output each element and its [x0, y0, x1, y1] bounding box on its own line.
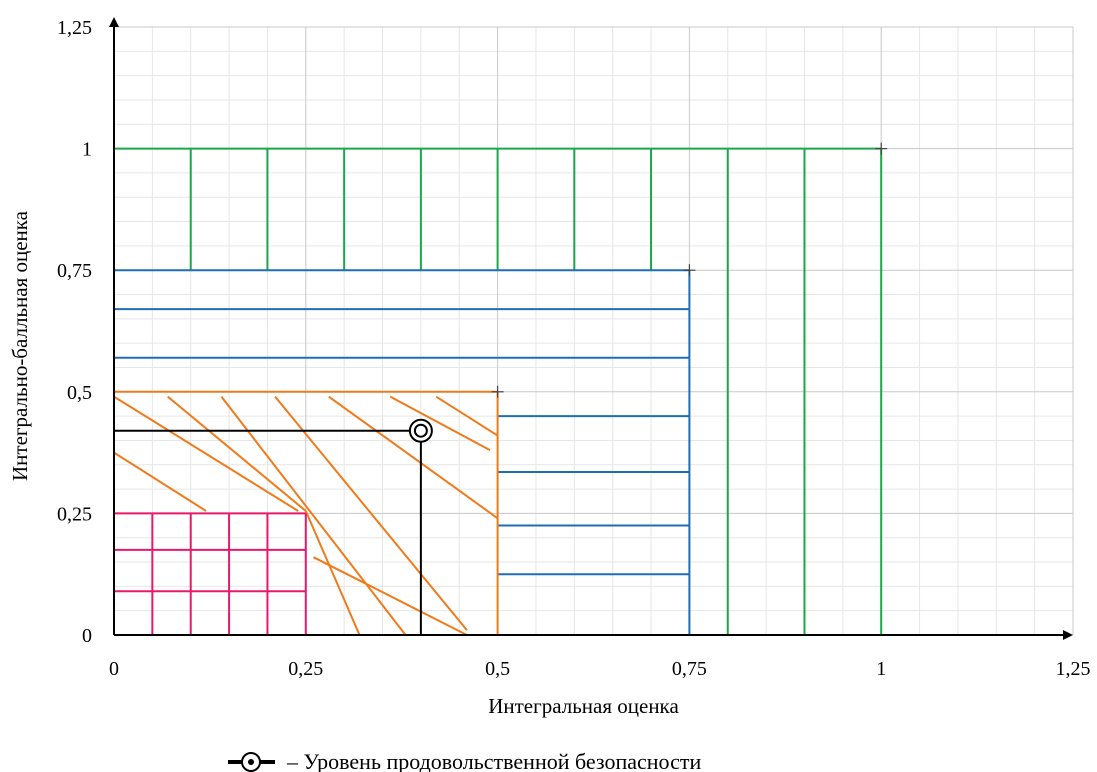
- zone-grid: [114, 512, 307, 635]
- x-tick-label: 0,25: [288, 658, 323, 680]
- zone-vertical: [114, 142, 888, 635]
- y-tick-label: 0: [82, 625, 92, 647]
- x-tick-label: 0: [109, 658, 119, 680]
- y-tick-label: 0,75: [57, 260, 92, 282]
- point-outer-ring: [408, 418, 433, 443]
- zone-hatch: [304, 510, 361, 636]
- legend-marker-icon: [228, 752, 275, 772]
- y-tick-label: 0,5: [67, 382, 92, 404]
- y-axis-title: Интегрально-балльная оценка: [8, 210, 32, 481]
- zone-diagonal: [113, 385, 504, 636]
- zone-hatch: [274, 396, 468, 631]
- zone-hatch: [113, 451, 207, 512]
- y-tick-labels: 0 0,25 0,5 0,75 1 1,25: [57, 17, 92, 647]
- legend: – Уровень продовольственной безопасности: [228, 749, 701, 772]
- zone-horizontal: [114, 264, 696, 635]
- zone-hatch: [328, 395, 499, 520]
- x-tick-label: 1,25: [1056, 658, 1091, 680]
- zone-hatch: [167, 395, 307, 512]
- x-axis-title: Интегральная оценка: [488, 694, 679, 718]
- legend-dot: [248, 759, 254, 765]
- y-tick-label: 1,25: [57, 17, 92, 39]
- zones: [113, 142, 888, 636]
- zone-hatch: [435, 395, 499, 437]
- zone-hatch: [389, 395, 491, 452]
- x-tick-label: 1: [876, 658, 886, 680]
- data-point: [408, 418, 433, 443]
- zone-hatch: [113, 395, 299, 512]
- zone-hatch: [313, 556, 468, 636]
- minor-gridlines: [114, 27, 1073, 635]
- x-tick-labels: 0 0,25 0,5 0,75 1 1,25: [109, 658, 1091, 680]
- x-tick-label: 0,5: [485, 658, 510, 680]
- x-tick-label: 0,75: [672, 658, 707, 680]
- point-inner-ring: [413, 423, 428, 438]
- point-guides: [114, 429, 422, 635]
- zone-hatch: [220, 396, 407, 636]
- major-gridlines: [114, 26, 1074, 635]
- legend-label: – Уровень продовольственной безопасности: [286, 749, 701, 772]
- y-tick-label: 1: [82, 139, 92, 161]
- y-tick-label: 0,25: [57, 503, 92, 525]
